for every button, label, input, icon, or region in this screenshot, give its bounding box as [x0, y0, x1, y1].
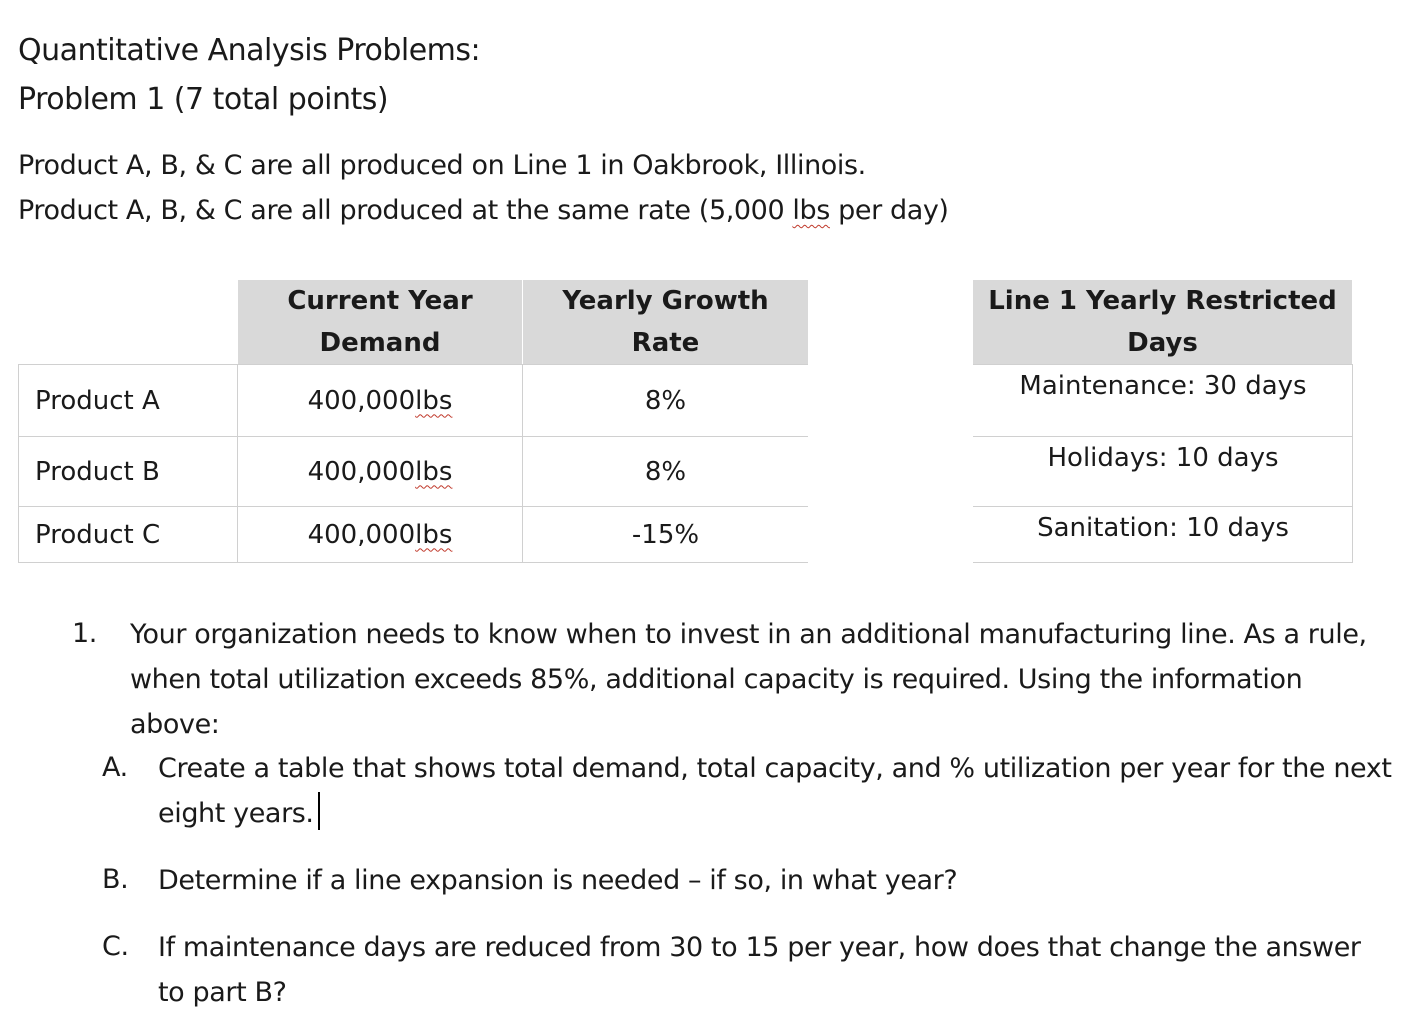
- table-rule: [18, 364, 19, 563]
- demand-value: 400,000: [307, 519, 416, 550]
- part-a-line-2: eight years.: [158, 791, 320, 836]
- header-growth-line-1: Yearly Growth: [562, 286, 769, 316]
- part-c-line-1: If maintenance days are reduced from 30 …: [158, 932, 1361, 963]
- header-demand-line-2: Demand: [319, 328, 441, 358]
- table-rule: [1352, 364, 1353, 563]
- intro-line-2: Product A, B, & C are all produced at th…: [18, 195, 949, 226]
- question-number: 1.: [72, 618, 97, 649]
- part-c-line-2: to part B?: [158, 977, 287, 1008]
- part-a-line-1: Create a table that shows total demand, …: [158, 753, 1392, 784]
- table-row-demand: 400,000 lbs: [238, 437, 522, 506]
- question-line-3: above:: [130, 709, 220, 740]
- question-line-1: Your organization needs to know when to …: [130, 619, 1367, 650]
- spelling-flagged-unit: lbs: [415, 456, 453, 487]
- intro-line-2-text: Product A, B, & C are all produced at th…: [18, 195, 793, 226]
- demand-value: 400,000: [307, 385, 416, 416]
- table-rule: [973, 436, 1353, 437]
- part-b-line-1: Determine if a line expansion is needed …: [158, 865, 958, 896]
- table-row-product-name: Product B: [35, 456, 160, 487]
- table-row-growth: 8%: [644, 385, 687, 416]
- table-rule: [237, 364, 238, 563]
- page-title: Quantitative Analysis Problems:: [18, 33, 481, 68]
- table-rule: [522, 364, 523, 563]
- spelling-flagged-unit: lbs: [415, 519, 453, 550]
- header-restricted-days: Line 1 Yearly Restricted Days: [973, 280, 1352, 364]
- part-c-marker: C.: [102, 931, 129, 962]
- restricted-row: Maintenance: 30 days: [1019, 371, 1307, 401]
- table-row-product-name: Product C: [35, 519, 161, 550]
- spelling-flagged-unit: lbs: [415, 385, 453, 416]
- table-rule: [18, 506, 808, 507]
- header-current-year-demand: Current Year Demand: [238, 280, 522, 364]
- part-a-marker: A.: [102, 752, 128, 783]
- table-row-demand: 400,000 lbs: [238, 365, 522, 436]
- table-rule: [973, 506, 1353, 507]
- text-cursor: [317, 792, 320, 830]
- intro-line-1: Product A, B, & C are all produced on Li…: [18, 150, 866, 181]
- header-yearly-growth-rate: Yearly Growth Rate: [522, 280, 808, 364]
- table-rule: [18, 562, 808, 563]
- table-rule: [18, 436, 808, 437]
- restricted-row: Sanitation: 10 days: [1037, 513, 1289, 543]
- restricted-row: Holidays: 10 days: [1047, 443, 1279, 473]
- demand-value: 400,000: [307, 456, 416, 487]
- part-b-marker: B.: [102, 864, 129, 895]
- table-row-growth: 8%: [644, 456, 687, 487]
- header-growth-line-2: Rate: [631, 328, 700, 358]
- table-row-growth: -15%: [631, 519, 700, 550]
- header-restricted-line-2: Days: [1127, 328, 1198, 358]
- header-demand-line-1: Current Year: [287, 286, 473, 316]
- table-rule: [18, 364, 808, 365]
- table-row-demand: 400,000 lbs: [238, 507, 522, 562]
- question-line-2: when total utilization exceeds 85%, addi…: [130, 664, 1303, 695]
- header-restricted-line-1: Line 1 Yearly Restricted: [988, 286, 1337, 316]
- table-row-product-name: Product A: [35, 385, 160, 416]
- table-rule: [973, 364, 1353, 365]
- intro-line-2-end: per day): [829, 195, 949, 226]
- part-a-line-2-text: eight years.: [158, 798, 314, 829]
- table-rule: [973, 562, 1353, 563]
- spelling-flagged-unit: lbs: [792, 195, 830, 226]
- problem-heading: Problem 1 (7 total points): [18, 82, 389, 117]
